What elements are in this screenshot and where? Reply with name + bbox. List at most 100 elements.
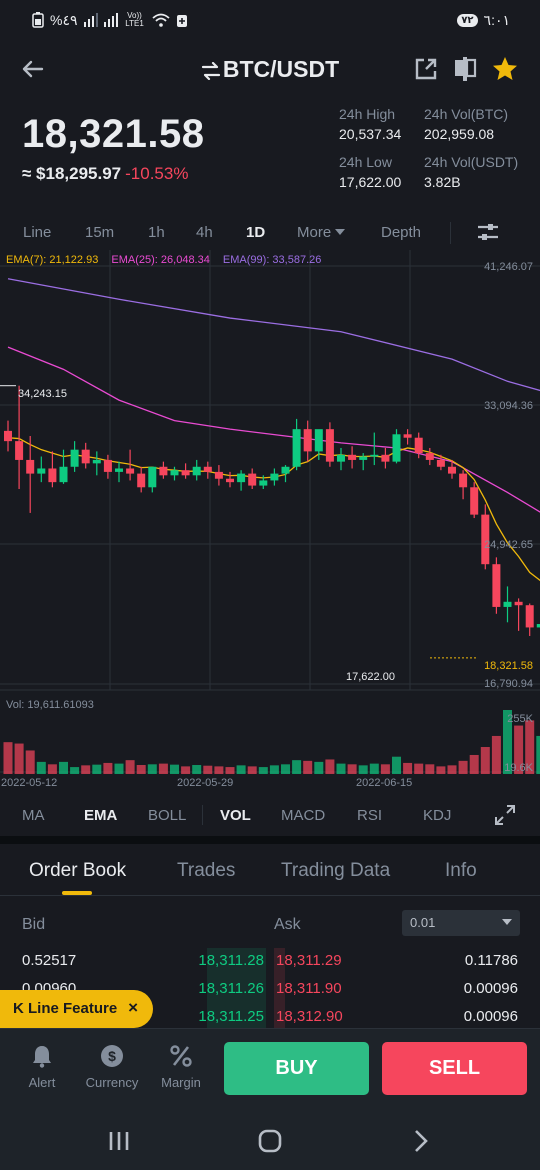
order-book-header: Bid Ask 0.01	[0, 910, 540, 938]
candle-body	[536, 624, 540, 628]
tab-order-book[interactable]: Order Book	[29, 860, 127, 881]
candle-body	[48, 468, 57, 483]
interval-1d[interactable]: 1D	[246, 224, 266, 241]
volume-bar	[380, 764, 390, 774]
kline-feature-pill[interactable]: K Line Feature ×	[0, 990, 153, 1028]
interval-bar: Line 15m 1h 4h 1D More Depth	[0, 218, 540, 248]
volume-bar	[103, 762, 113, 774]
ema7-line	[7, 437, 540, 582]
stat-value: 202,959.08	[424, 126, 495, 142]
ema99-legend: EMA(99): 33,587.26	[222, 254, 322, 266]
indicator-ema[interactable]: EMA	[84, 807, 118, 824]
interval-4h[interactable]: 4h	[196, 224, 213, 241]
dollar-icon: $	[101, 1045, 123, 1067]
volume-bar	[36, 761, 46, 774]
order-book-row[interactable]: 0.52517 18,311.28 18,311.29 0.11786	[0, 948, 540, 976]
active-tab-indicator	[62, 891, 92, 895]
wifi-icon	[151, 13, 170, 27]
candle-body	[15, 441, 24, 460]
alert-button[interactable]: Alert	[12, 1043, 72, 1090]
indicator-kdj[interactable]: KDJ	[423, 807, 452, 824]
volume-bar	[392, 756, 401, 774]
interval-1h[interactable]: 1h	[148, 224, 165, 241]
volume-bar	[158, 763, 168, 774]
alert-label: Alert	[28, 1075, 56, 1090]
volume-label: Vol: 19,611.61093	[6, 699, 94, 711]
indicator-boll[interactable]: BOLL	[148, 807, 187, 824]
volume-bar	[269, 765, 279, 774]
candle-body	[436, 459, 445, 467]
indicator-rsi[interactable]: RSI	[357, 807, 383, 824]
kline-feature-label: K Line Feature	[13, 1000, 118, 1017]
star-icon[interactable]	[490, 54, 520, 84]
candle-body	[214, 471, 223, 479]
chart-settings-icon[interactable]	[475, 219, 501, 245]
tab-info[interactable]: Info	[445, 860, 477, 881]
interval-depth[interactable]: Depth	[381, 224, 422, 241]
margin-label: Margin	[161, 1075, 201, 1090]
signal-icon	[83, 13, 98, 27]
compare-icon[interactable]	[450, 54, 480, 84]
stat-label: 24h Vol(BTC)	[424, 106, 509, 122]
currency-button[interactable]: $ Currency	[82, 1043, 142, 1090]
home-icon[interactable]	[255, 1126, 285, 1156]
back-arrow-icon[interactable]	[18, 54, 48, 84]
volume-bar	[292, 760, 302, 774]
ema25-line	[7, 346, 540, 513]
candle-body	[392, 434, 401, 462]
candle-body	[303, 429, 312, 452]
bell-icon	[33, 1046, 51, 1068]
bid-quantity: 0.52517	[22, 952, 77, 969]
fiat-price: ≈ $18,295.97	[22, 164, 122, 183]
last-price: 18,321.58	[22, 112, 205, 156]
sell-button[interactable]: SELL	[382, 1042, 527, 1095]
interval-15m[interactable]: 15m	[85, 224, 115, 241]
volume-bar	[314, 761, 324, 774]
fullscreen-icon[interactable]	[494, 804, 516, 826]
ask-price: 18,311.90	[276, 980, 342, 997]
interval-more[interactable]: More	[297, 224, 346, 241]
secure-folder-icon	[176, 15, 187, 27]
swap-icon	[201, 61, 220, 81]
candle-body	[226, 478, 234, 483]
candle-body	[37, 468, 46, 474]
candle-body	[81, 449, 90, 464]
candle-body	[425, 453, 434, 460]
volume-bar	[125, 760, 135, 774]
indicator-macd[interactable]: MACD	[281, 807, 326, 824]
tab-trading-data[interactable]: Trading Data	[281, 860, 391, 881]
interval-line[interactable]: Line	[23, 224, 52, 241]
indicator-vol[interactable]: VOL	[220, 807, 251, 824]
system-nav-bar	[0, 1110, 540, 1170]
x-axis-label: 2022-06-15	[356, 777, 412, 789]
indicator-ma[interactable]: MA	[22, 807, 45, 824]
volume-bar	[281, 764, 290, 774]
recents-icon[interactable]	[104, 1126, 134, 1156]
precision-select[interactable]: 0.01	[402, 910, 520, 936]
bid-price: 18,311.25	[198, 1008, 264, 1025]
section-divider	[0, 836, 540, 844]
volume-bar	[214, 766, 224, 774]
close-icon[interactable]: ×	[128, 998, 138, 1017]
margin-button[interactable]: Margin	[151, 1043, 211, 1090]
volume-bar	[414, 763, 424, 774]
volume-bar	[225, 767, 235, 774]
back-icon[interactable]	[406, 1126, 436, 1156]
ask-price: 18,312.90	[276, 1008, 343, 1025]
share-icon[interactable]	[411, 54, 441, 84]
candle-body	[459, 473, 468, 488]
y-axis-label: 24,942.65	[484, 539, 533, 551]
stat-value: 20,537.34	[339, 126, 402, 142]
candle-body	[448, 466, 456, 474]
ask-depth-bar	[274, 1004, 285, 1032]
stat-label: 24h Vol(USDT)	[424, 154, 519, 170]
price-chart[interactable]: 41,246.07 33,094.36 24,942.65 16,790.94 …	[0, 250, 540, 790]
ema-lines	[7, 278, 540, 582]
tab-trades[interactable]: Trades	[177, 860, 236, 881]
percent-icon	[170, 1045, 192, 1067]
order-book-row[interactable]: 18,311.25 18,312.90 0.00096	[0, 1004, 540, 1032]
high-marker-label: 34,243.15	[18, 388, 67, 400]
buy-button[interactable]: BUY	[224, 1042, 369, 1095]
axis-labels: 41,246.07 33,094.36 24,942.65 16,790.94 …	[1, 261, 534, 789]
interval-separator	[450, 222, 451, 244]
